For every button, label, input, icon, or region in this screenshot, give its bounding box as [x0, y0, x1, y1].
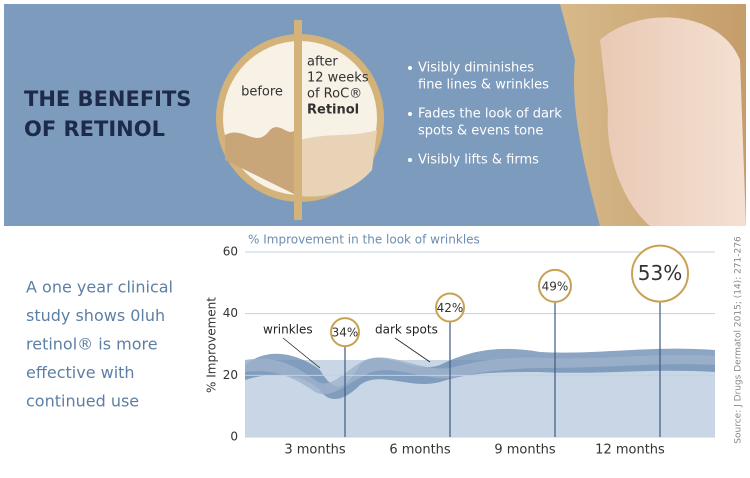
chart: % Improvement in the look of wrinkles % I… — [205, 233, 744, 458]
skin-after — [300, 130, 377, 197]
value-label: 42% — [437, 301, 464, 315]
y-tick-label: 20 — [223, 368, 238, 382]
y-tick-label: 0 — [230, 430, 238, 444]
spot-band — [245, 354, 715, 395]
value-circle — [538, 268, 572, 303]
x-tick-label: 3 months — [284, 443, 346, 458]
study-line: effective with — [26, 363, 135, 382]
bullet-text: Visibly diminishes — [418, 61, 534, 76]
source: Source: J Drugs Dermatol 2015; (14): 271… — [734, 236, 744, 444]
bullet-text: Fades the look of dark — [418, 107, 562, 122]
face — [600, 17, 746, 227]
y-tick-label: 40 — [223, 306, 238, 320]
y-tick-label: 60 — [223, 245, 238, 259]
annotation-pointer — [394, 337, 431, 363]
x-tick-label: 6 months — [389, 443, 451, 458]
skin-before — [225, 127, 296, 195]
bullet-dot — [408, 66, 412, 70]
before-label: before — [241, 85, 283, 100]
study-line: A one year clinical — [26, 278, 173, 297]
value-circle — [330, 317, 360, 348]
after-label: after — [307, 55, 338, 70]
study-text: A one year clinical study shows 0luh retin… — [26, 278, 173, 411]
x-tick-label: 9 months — [494, 443, 556, 458]
y-axis-label: % Improvement — [205, 297, 219, 393]
after-label: of RoC® — [307, 87, 362, 102]
value-label: 53% — [638, 261, 682, 285]
bullet-dot — [408, 158, 412, 162]
annotation: wrinkles — [263, 323, 313, 337]
value-label: 49% — [542, 279, 569, 293]
bullet-text: fine lines & wrinkles — [418, 78, 549, 93]
title: THE BENEFITS — [24, 87, 191, 111]
study-line: continued use — [26, 392, 139, 411]
bullet-text: spots & evens tone — [418, 124, 543, 139]
bullet-dot — [408, 112, 412, 116]
value-circle — [631, 244, 689, 303]
x-tick-label: 12 months — [595, 443, 665, 458]
study-line: study shows 0luh — [26, 306, 165, 325]
after-label: Retinol — [307, 103, 359, 118]
annotation-pointer — [282, 337, 321, 369]
annotation: dark spots — [375, 323, 438, 337]
bullet-text: Visibly lifts & firms — [418, 153, 539, 168]
title: OF RETINOL — [24, 117, 165, 141]
bullets: Visibly diminishes fine lines & wrinkles F… — [408, 61, 562, 168]
value-label: 34% — [332, 326, 359, 340]
chart-title: % Improvement in the look of wrinkles — [248, 233, 480, 247]
divider — [294, 20, 302, 220]
study-line: retinol® is more — [26, 335, 158, 354]
after-label: 12 weeks — [307, 71, 369, 86]
value-circle — [435, 292, 465, 323]
